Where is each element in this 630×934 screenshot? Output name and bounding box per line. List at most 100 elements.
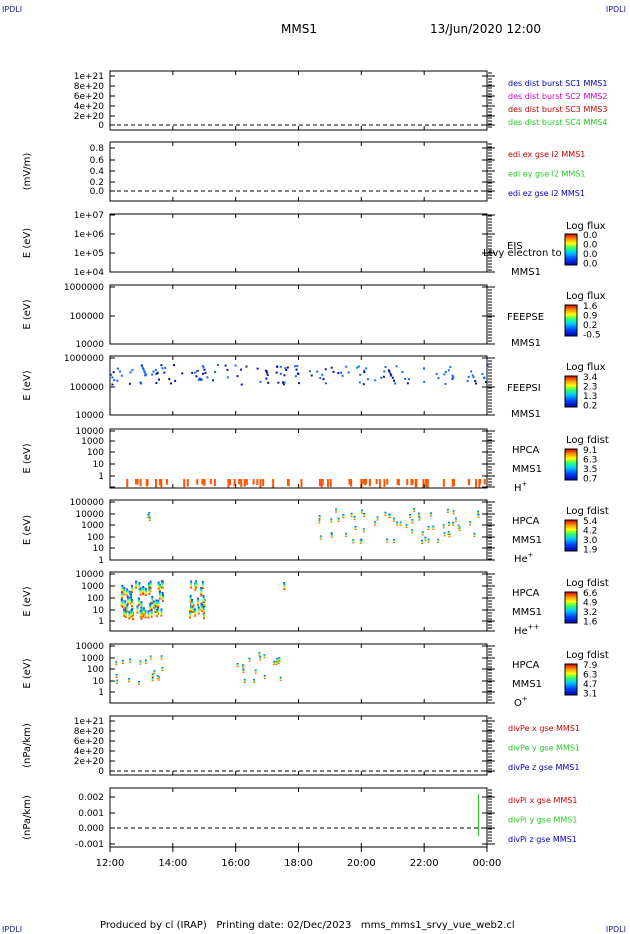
spectrogram-dot xyxy=(129,371,132,374)
spectrogram-dot xyxy=(161,666,164,671)
colorbar xyxy=(564,375,578,408)
spectrogram-dot xyxy=(424,479,427,487)
spectrogram-dot xyxy=(112,371,115,374)
spectrogram-dot xyxy=(113,379,116,382)
y-tick-label: 0.6 xyxy=(90,156,105,166)
spectrogram-dot xyxy=(401,371,404,374)
spectrogram-dot xyxy=(120,591,123,600)
spectrogram-dot xyxy=(148,516,151,521)
y-tick-label: 1 xyxy=(98,472,104,482)
spectrogram-dot xyxy=(341,374,344,377)
y-tick-label: 100 xyxy=(87,594,104,604)
spectrogram-dot xyxy=(194,371,197,374)
spectrogram-dot xyxy=(151,595,154,604)
colorbar-label: 6.3 xyxy=(583,671,597,681)
panel-frame xyxy=(109,787,488,848)
instrument-name: HPCA xyxy=(512,588,540,599)
spectrogram-dot xyxy=(259,479,262,488)
spectrogram-dot xyxy=(347,371,350,374)
colorbar-label: 0.2 xyxy=(583,321,597,331)
spectrogram-dot xyxy=(183,479,186,488)
spectrogram-dot xyxy=(203,368,206,371)
y-tick-label: 1e+07 xyxy=(74,211,104,221)
spectrogram-dot xyxy=(124,609,127,618)
spectrogram-dot xyxy=(120,598,123,607)
colorbar-title: Log fdist xyxy=(566,506,609,517)
spectrogram-dot xyxy=(451,374,454,377)
spectrogram-dot xyxy=(149,580,152,589)
spectrogram-dot xyxy=(138,681,141,686)
spectrogram-dot xyxy=(319,535,322,540)
spectrogram-dot xyxy=(214,371,217,374)
colorbar-label: 1.6 xyxy=(583,618,598,628)
spectrogram-dot xyxy=(430,512,433,517)
legend-entry: divPe z gse MMS1 xyxy=(508,763,579,772)
spectrogram-dot xyxy=(388,370,391,373)
legend-entry: edi ey gse l2 MMS1 xyxy=(508,170,586,179)
colorbar-label: 6.3 xyxy=(583,456,597,466)
spectrogram-dot xyxy=(458,526,461,531)
panel-divpi: 0.002 0.001 0.000 -0.001 (nPa/km) divPi x gse… xyxy=(22,787,577,850)
spectrogram-dot xyxy=(259,380,262,383)
spectrogram-dot xyxy=(158,676,161,681)
y-tick-label: 1000 xyxy=(81,654,104,664)
spectrogram-dot xyxy=(357,365,360,368)
spectrogram-dot xyxy=(421,531,424,536)
y-tick-label: 1 xyxy=(98,556,104,566)
y-tick-label: 100 xyxy=(87,665,104,675)
spectrogram-dot xyxy=(143,371,146,374)
spectrogram-dot xyxy=(427,525,430,530)
spectrogram-dot xyxy=(407,378,410,381)
spectrogram-dot xyxy=(426,479,429,488)
spectrogram-dot xyxy=(279,372,282,375)
spectrogram-dot xyxy=(115,674,118,679)
colorbar-label: 7.9 xyxy=(583,661,598,671)
spectrogram-dot xyxy=(411,529,414,534)
spectrogram-dot xyxy=(470,370,473,373)
spectrogram-dot xyxy=(262,479,265,487)
spectrogram-dot xyxy=(318,519,321,524)
spectrogram-dot xyxy=(406,479,409,486)
spectrogram-dot xyxy=(345,365,348,368)
spectrogram-dot xyxy=(399,521,402,526)
colorbar-title: Log flux xyxy=(566,221,606,232)
spectrogram-dot xyxy=(201,372,204,375)
spectrogram-dot xyxy=(362,479,365,485)
x-axis-tick-label: 22:00 xyxy=(410,858,439,869)
x-axis-tick-label: 20:00 xyxy=(347,858,376,869)
spectrogram-dot xyxy=(273,660,276,665)
y-tick-label: 10 xyxy=(93,606,105,616)
spectrogram-dot xyxy=(194,608,197,617)
panel-frame xyxy=(109,141,488,202)
legend-entry: des dist burst SC1 MMS1 xyxy=(508,79,607,88)
spectrogram-dot xyxy=(383,479,386,487)
spectrogram-dot xyxy=(318,515,321,520)
spectrogram-dot xyxy=(124,600,127,609)
spectrogram-dot xyxy=(135,580,138,589)
spectrogram-dot xyxy=(411,519,414,524)
spectrogram-dot xyxy=(164,366,167,369)
spectrogram-dot xyxy=(195,580,198,589)
spectrogram-dot xyxy=(452,510,455,515)
legend-entry: edi ex gse l2 MMS1 xyxy=(508,150,585,159)
spectrogram-dot xyxy=(308,370,311,373)
spectrogram-dot xyxy=(242,664,245,669)
y-tick-label: 1000 xyxy=(81,582,104,592)
spectrogram-dot xyxy=(265,370,268,373)
colorbar-label: 6.6 xyxy=(583,589,598,599)
spectrogram-dot xyxy=(136,605,139,614)
spectrogram-dot xyxy=(283,582,286,591)
spectrogram-dot xyxy=(148,582,151,591)
y-tick-label: 8e+20 xyxy=(74,727,105,737)
panel-eis: 1e+07 1e+06 1e+05 1e+04 E (eV) EIS MMS1 Ltvy el… xyxy=(22,211,606,278)
y-tick-label: 2e+20 xyxy=(74,112,105,122)
colorbar-label: 9.1 xyxy=(583,446,597,456)
spectrogram-dot xyxy=(116,379,119,382)
spectrogram-dot xyxy=(284,367,287,370)
spectrogram-dot xyxy=(437,538,440,543)
spectrogram-dot xyxy=(155,479,158,486)
spectrogram-dot xyxy=(120,374,123,377)
panel-frame xyxy=(109,355,488,416)
spectrogram-dot xyxy=(321,373,324,376)
